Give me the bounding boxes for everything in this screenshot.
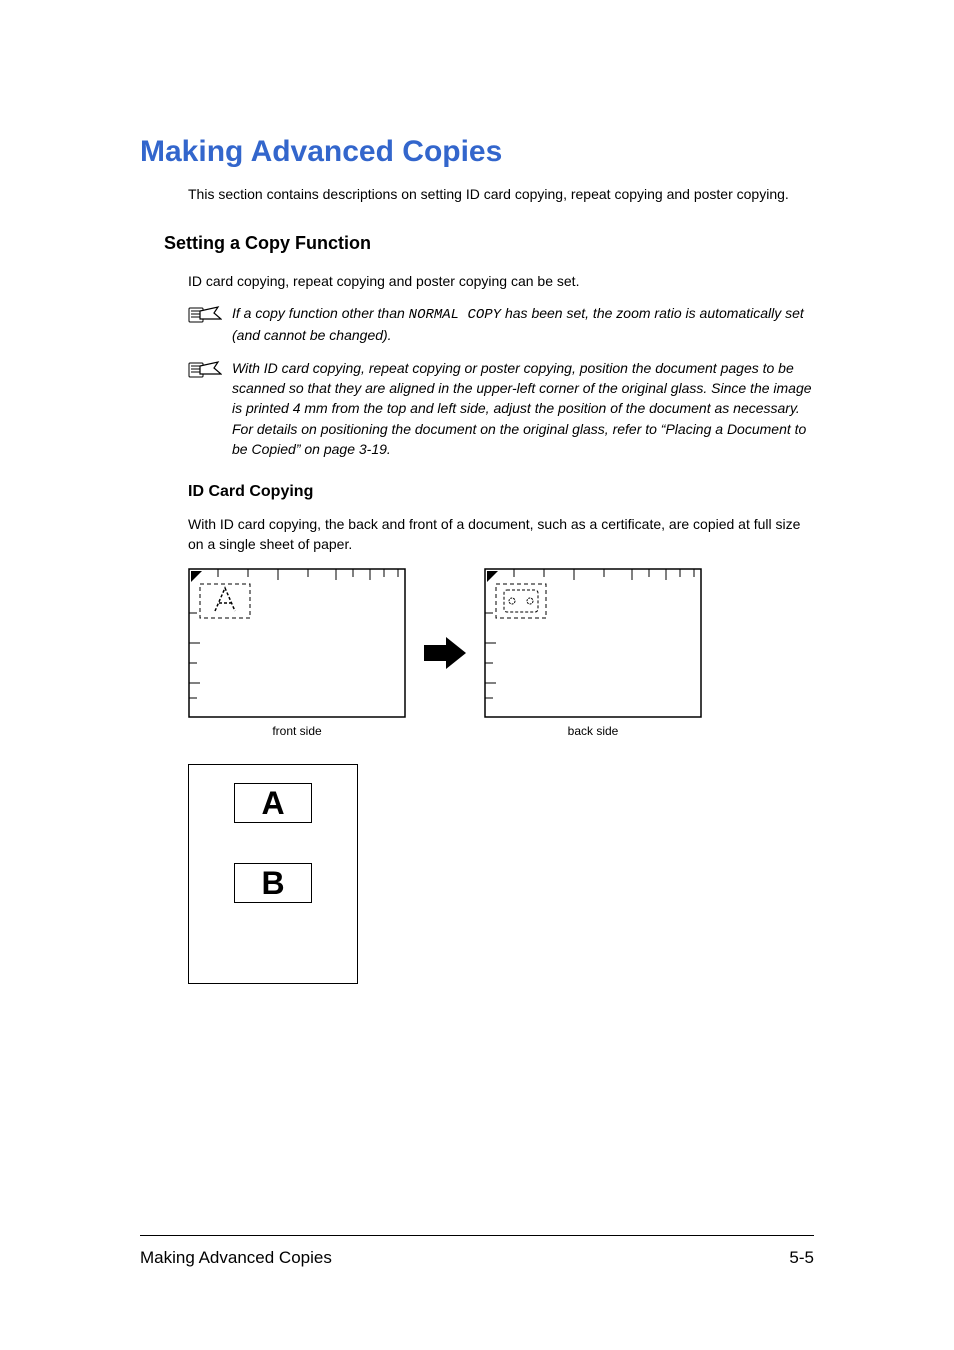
letter-b-box: B bbox=[234, 863, 312, 903]
scanner-glass-back bbox=[484, 568, 702, 718]
subsection-heading: ID Card Copying bbox=[188, 483, 814, 501]
note-2-text: With ID card copying, repeat copying or … bbox=[232, 358, 814, 459]
note-icon bbox=[188, 360, 222, 380]
back-panel: back side bbox=[484, 568, 702, 738]
intro-paragraph: This section contains descriptions on se… bbox=[188, 185, 814, 205]
footer-left: Making Advanced Copies bbox=[140, 1248, 332, 1268]
scanner-glass-front bbox=[188, 568, 406, 718]
note-icon bbox=[188, 305, 222, 325]
back-caption: back side bbox=[568, 724, 619, 738]
note-1-text: If a copy function other than NORMAL COP… bbox=[232, 303, 814, 346]
subsection-body: With ID card copying, the back and front… bbox=[188, 515, 814, 554]
note-1-prefix: If a copy function other than bbox=[232, 305, 409, 321]
letter-a-box: A bbox=[234, 783, 312, 823]
section-heading: Setting a Copy Function bbox=[164, 233, 814, 254]
front-caption: front side bbox=[272, 724, 321, 738]
footer-right: 5-5 bbox=[789, 1248, 814, 1268]
section-lead: ID card copying, repeat copying and post… bbox=[188, 272, 814, 292]
front-panel: front side bbox=[188, 568, 406, 738]
page-heading: Making Advanced Copies bbox=[140, 135, 814, 169]
arrow-icon bbox=[422, 635, 468, 671]
diagram-row: front side back side bbox=[188, 568, 814, 738]
note-2: With ID card copying, repeat copying or … bbox=[188, 358, 814, 459]
page-footer: Making Advanced Copies 5-5 bbox=[140, 1235, 814, 1268]
note-1-mono: NORMAL COPY bbox=[409, 307, 501, 323]
result-sheet: A B bbox=[188, 764, 358, 984]
note-1: If a copy function other than NORMAL COP… bbox=[188, 303, 814, 346]
